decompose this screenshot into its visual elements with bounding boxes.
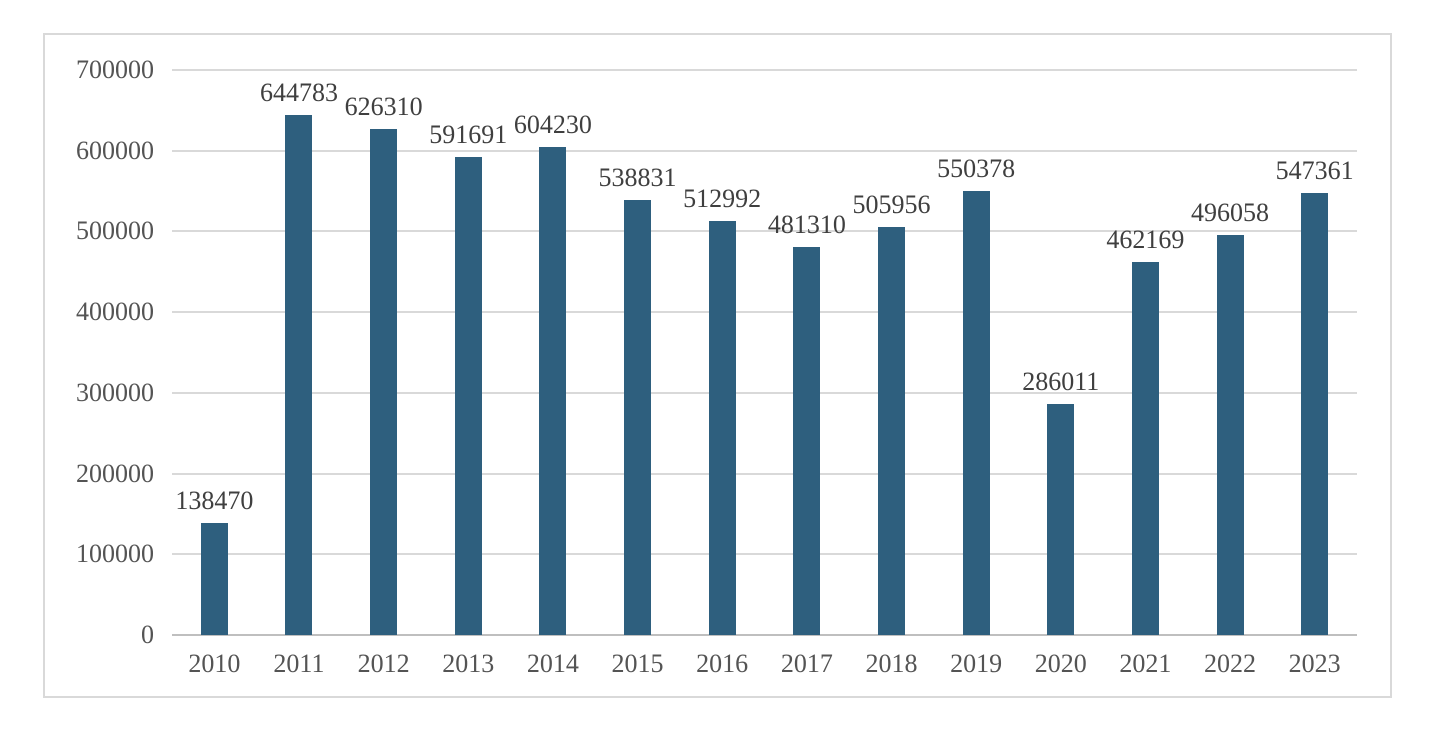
y-tick-label: 100000 (76, 539, 154, 569)
x-tick-label: 2022 (1204, 649, 1257, 678)
x-tick-label: 2019 (950, 649, 1003, 678)
gridline (172, 311, 1357, 314)
y-tick-label: 300000 (76, 377, 154, 407)
bar-2020 (1047, 404, 1075, 635)
x-axis-line (172, 634, 1357, 636)
bar-2021 (1131, 261, 1159, 635)
data-label: 138470 (175, 486, 254, 516)
gridline (172, 69, 1357, 71)
x-tick-label: 2021 (1119, 649, 1172, 678)
bar-2022 (1216, 234, 1244, 635)
data-label: 644783 (259, 77, 338, 107)
data-label: 538831 (598, 163, 677, 193)
bar-2016 (708, 220, 736, 635)
gridline (172, 230, 1357, 233)
bar-2011 (285, 114, 313, 635)
x-tick-label: 2011 (273, 649, 325, 678)
bar-2017 (793, 246, 821, 635)
x-tick-label: 2013 (442, 649, 495, 678)
x-tick-label: 2018 (865, 649, 918, 678)
data-label: 481310 (767, 209, 846, 239)
data-label: 626310 (344, 92, 423, 122)
chart-plot-frame: 0 100000 200000 300000 400000 500000 600000 700… (43, 33, 1392, 698)
y-tick-label: 700000 (76, 55, 154, 84)
gridline (172, 553, 1357, 556)
bar-2019 (962, 190, 990, 635)
data-label: 550378 (937, 153, 1016, 183)
x-tick-label: 2012 (357, 649, 410, 678)
data-label: 604230 (513, 110, 592, 140)
x-tick-label: 2010 (188, 649, 241, 678)
data-label: 505956 (852, 189, 931, 219)
data-label: 591691 (429, 120, 508, 150)
data-label: 462169 (1106, 224, 1185, 254)
y-tick-label: 0 (141, 620, 154, 649)
x-tick-label: 2023 (1288, 649, 1341, 678)
bar-2023 (1301, 193, 1329, 635)
bar-2012 (370, 129, 398, 635)
x-tick-label: 2017 (780, 649, 833, 678)
y-tick-label: 500000 (76, 216, 154, 246)
x-tick-label: 2020 (1034, 649, 1087, 678)
bar-2013 (454, 157, 482, 635)
bar-2018 (877, 226, 905, 635)
bar-2010 (200, 523, 228, 635)
y-tick-label: 200000 (76, 458, 154, 488)
gridline (172, 391, 1357, 394)
gridline (172, 472, 1357, 475)
gridline (172, 149, 1357, 152)
x-tick-label: 2015 (611, 649, 664, 678)
y-tick-label: 400000 (76, 297, 154, 327)
bar-2015 (624, 200, 652, 635)
data-label: 512992 (683, 183, 762, 213)
x-tick-label: 2016 (696, 649, 749, 678)
x-tick-label: 2014 (526, 649, 579, 678)
data-label: 496058 (1191, 197, 1270, 227)
data-label: 286011 (1022, 367, 1100, 397)
data-label: 547361 (1275, 156, 1354, 186)
bar-2014 (539, 147, 567, 635)
y-tick-label: 600000 (76, 135, 154, 165)
